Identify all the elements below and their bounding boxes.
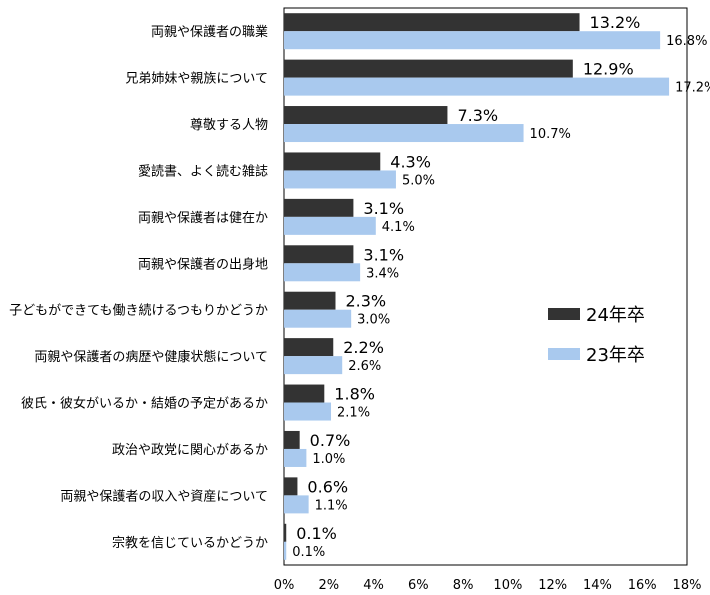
bar-23 bbox=[284, 402, 332, 421]
bar-23 bbox=[284, 541, 287, 560]
value-label-23: 3.4% bbox=[366, 266, 399, 281]
value-label-23: 5.0% bbox=[402, 173, 435, 188]
x-axis-ticks: 0% 2% 4% 6% 8% 10% 12% 14% 16% 18% bbox=[274, 578, 702, 593]
value-labels-layer: 13.2% 16.8% 12.9% 17.2% 7.3% 10.7% 4.3% 5.0% 3.1… bbox=[292, 13, 710, 560]
x-tick-label: 10% bbox=[493, 578, 522, 593]
value-label-24: 7.3% bbox=[457, 106, 498, 125]
bar-24 bbox=[284, 384, 325, 403]
x-tick-label: 2% bbox=[318, 578, 339, 593]
bar-24 bbox=[284, 198, 354, 217]
bars-layer bbox=[284, 13, 670, 560]
value-label-23: 1.0% bbox=[312, 452, 345, 467]
bar-23 bbox=[284, 124, 524, 143]
bar-24 bbox=[284, 13, 580, 32]
bar-24 bbox=[284, 477, 298, 496]
category-label: 宗教を信じているかどうか bbox=[112, 535, 268, 551]
plot-area bbox=[283, 7, 688, 566]
category-label: 彼氏・彼女がいるか・結婚の予定があるか bbox=[21, 396, 268, 412]
value-label-24: 3.1% bbox=[363, 199, 404, 218]
value-label-24: 0.6% bbox=[307, 477, 348, 496]
value-label-23: 10.7% bbox=[530, 127, 571, 142]
bar-24 bbox=[284, 338, 334, 357]
bar-23 bbox=[284, 31, 661, 50]
legend-label: 23年卒 bbox=[586, 345, 645, 366]
legend-label: 24年卒 bbox=[586, 305, 645, 326]
legend-swatch bbox=[548, 308, 580, 320]
legend: 24年卒 23年卒 bbox=[548, 305, 645, 366]
bar-23 bbox=[284, 263, 361, 282]
bar-24 bbox=[284, 430, 300, 449]
bar-23 bbox=[284, 495, 309, 514]
value-label-24: 2.3% bbox=[345, 292, 386, 311]
value-label-23: 16.8% bbox=[666, 34, 707, 49]
bar-23 bbox=[284, 77, 670, 96]
category-label: 両親や保護者の出身地 bbox=[138, 256, 268, 272]
bar-24 bbox=[284, 523, 287, 542]
value-label-24: 4.3% bbox=[390, 152, 431, 171]
x-tick-label: 6% bbox=[408, 578, 429, 593]
x-tick-label: 4% bbox=[363, 578, 384, 593]
value-label-23: 0.1% bbox=[292, 545, 325, 560]
category-label: 両親や保護者の職業 bbox=[151, 24, 268, 40]
x-tick-label: 14% bbox=[583, 578, 612, 593]
value-label-23: 1.1% bbox=[315, 498, 348, 513]
bar-23 bbox=[284, 309, 352, 328]
category-labels-layer: 両親や保護者の職業兄弟姉妹や親族について尊敬する人物愛読書、よく読む雑誌両親や保… bbox=[9, 24, 268, 551]
x-tick-label: 12% bbox=[538, 578, 567, 593]
category-label: 尊敬する人物 bbox=[190, 117, 268, 133]
value-label-24: 12.9% bbox=[583, 60, 634, 79]
value-label-23: 2.1% bbox=[337, 406, 370, 421]
value-label-24: 0.7% bbox=[310, 431, 351, 450]
bar-23 bbox=[284, 356, 343, 375]
category-label: 愛読書、よく読む雑誌 bbox=[138, 163, 268, 179]
category-label: 兄弟姉妹や親族について bbox=[125, 71, 268, 87]
legend-swatch bbox=[548, 348, 580, 360]
bar-24 bbox=[284, 291, 336, 310]
x-tick-label: 18% bbox=[673, 578, 702, 593]
category-label: 両親や保護者は健在か bbox=[138, 210, 268, 226]
value-label-24: 13.2% bbox=[590, 13, 641, 32]
category-label: 両親や保護者の病歴や健康状態について bbox=[34, 349, 268, 365]
x-tick-label: 16% bbox=[628, 578, 657, 593]
bar-24 bbox=[284, 152, 381, 171]
value-label-23: 2.6% bbox=[348, 359, 381, 374]
value-label-24: 3.1% bbox=[363, 245, 404, 264]
value-label-23: 17.2% bbox=[675, 81, 710, 96]
plot-border bbox=[283, 7, 688, 566]
x-tick-label: 8% bbox=[453, 578, 474, 593]
value-label-24: 0.1% bbox=[296, 524, 337, 543]
bar-23 bbox=[284, 170, 396, 189]
category-label: 子どもができても働き続けるつもりかどうか bbox=[9, 304, 268, 319]
bar-24 bbox=[284, 245, 354, 264]
value-label-23: 3.0% bbox=[357, 313, 390, 328]
value-label-24: 1.8% bbox=[334, 385, 375, 404]
value-label-24: 2.2% bbox=[343, 338, 384, 357]
bar-23 bbox=[284, 216, 376, 235]
bar-23 bbox=[284, 448, 307, 467]
category-label: 政治や政党に関心があるか bbox=[112, 443, 268, 458]
x-tick-label: 0% bbox=[274, 578, 295, 593]
bar-24 bbox=[284, 106, 448, 125]
category-label: 両親や保護者の収入や資産について bbox=[60, 488, 268, 504]
bar-24 bbox=[284, 59, 573, 78]
value-label-23: 4.1% bbox=[382, 220, 415, 235]
